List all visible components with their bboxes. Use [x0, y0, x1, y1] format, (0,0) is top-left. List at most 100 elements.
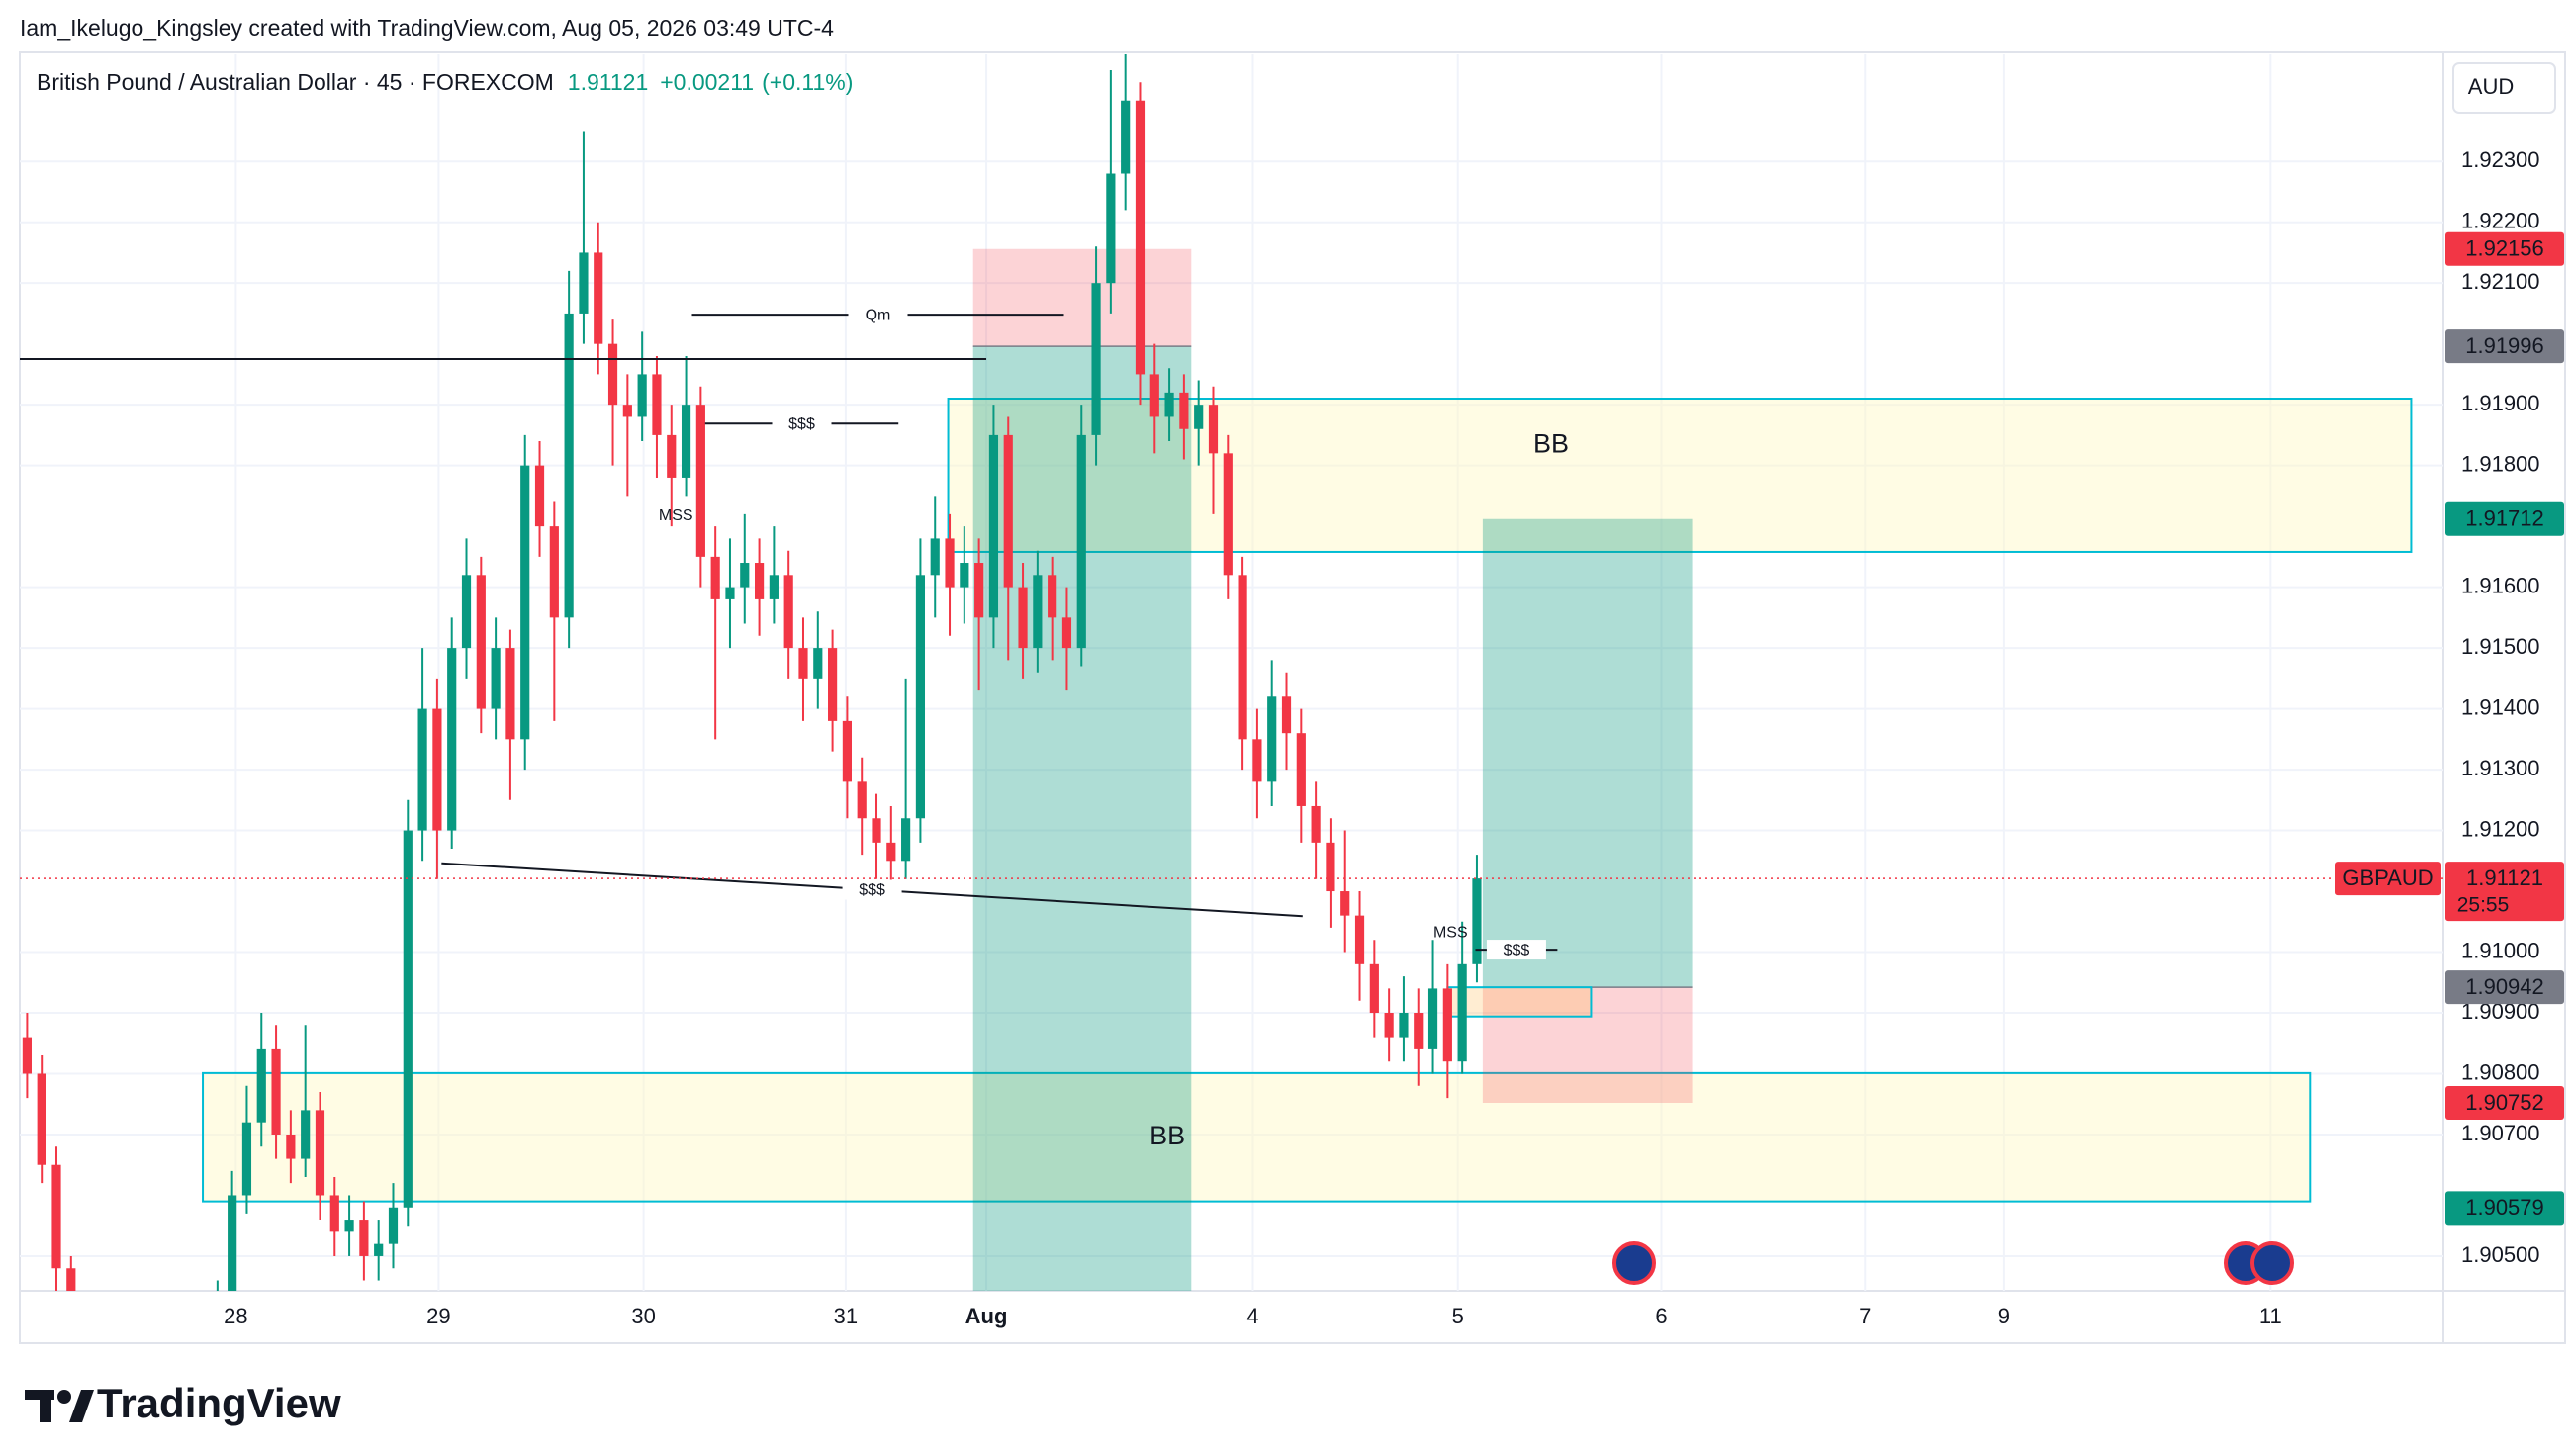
candle-body — [1048, 575, 1057, 618]
candle-body — [754, 563, 765, 599]
currency-button[interactable] — [2452, 62, 2556, 114]
candle-body — [1340, 891, 1350, 916]
candle-body — [622, 405, 632, 417]
candle-body — [1427, 988, 1438, 1049]
candle-body — [1179, 392, 1189, 429]
x-tick-label: 28 — [224, 1304, 247, 1328]
logo: TradingView — [25, 1380, 341, 1426]
y-tick-label: 1.90800 — [2461, 1059, 2540, 1084]
price-label: 1.91996 — [2465, 333, 2544, 358]
candle-body — [1354, 915, 1365, 964]
candle-body — [1003, 434, 1013, 588]
candle-body — [813, 648, 823, 679]
logo-shape — [69, 1390, 94, 1422]
candle-body — [256, 1048, 266, 1123]
price-label: 1.90579 — [2465, 1195, 2544, 1220]
candle-body — [1076, 434, 1086, 649]
candle-body — [740, 563, 750, 588]
label-gap — [772, 413, 832, 434]
candle-body — [872, 818, 881, 843]
y-tick-label: 1.91600 — [2461, 573, 2540, 597]
candle-body — [1369, 963, 1379, 1014]
price-label-box — [2445, 970, 2564, 1005]
candle-body — [695, 405, 705, 557]
candle-body — [842, 720, 852, 782]
price-label: 1.92156 — [2465, 236, 2544, 261]
candle-body — [1326, 842, 1335, 892]
candle-body — [1267, 696, 1277, 782]
price-label-box — [2445, 231, 2564, 266]
y-tick-label: 1.91300 — [2461, 756, 2540, 780]
candle-body — [1296, 733, 1306, 806]
legend-change-percent: (+0.11%) — [762, 69, 853, 95]
candle-body — [960, 563, 969, 588]
box — [1446, 986, 1593, 1018]
candle-body — [1106, 173, 1116, 284]
candle-body — [1223, 453, 1233, 576]
zone — [202, 1071, 2312, 1203]
flag-icon[interactable] — [2250, 1241, 2294, 1285]
price-label-box — [2445, 501, 2564, 536]
candle-body — [681, 405, 691, 478]
candle-body — [403, 830, 413, 1208]
position-stop — [1482, 987, 1693, 1104]
price-label: 1.91712 — [2465, 506, 2544, 531]
event-flag[interactable] — [1612, 1241, 2294, 1285]
candle-body — [783, 575, 793, 649]
candle-body — [1384, 1013, 1394, 1038]
candle-body — [1399, 1013, 1409, 1038]
logo-shape — [57, 1390, 71, 1404]
candle-body — [769, 575, 779, 599]
drawing-label: BB — [1149, 1121, 1185, 1150]
candle-body — [1194, 405, 1204, 429]
price-label: 1.90752 — [2465, 1090, 2544, 1115]
legend-close: 1.91121 — [568, 69, 648, 95]
currency-label[interactable]: AUD — [2468, 74, 2514, 99]
candle-body — [1149, 374, 1159, 417]
candle-body — [1238, 575, 1247, 740]
candle-body — [476, 575, 486, 709]
candle-body — [579, 252, 589, 314]
symbol-tag: GBPAUD — [2342, 865, 2433, 890]
y-tick-label: 1.92200 — [2461, 209, 2540, 233]
candle-body — [432, 708, 442, 831]
candle-body — [930, 538, 940, 576]
price-label-box — [2445, 1191, 2564, 1226]
drawing-label: MSS — [659, 507, 693, 524]
logo-shape — [40, 1390, 51, 1422]
candle-body — [1135, 100, 1146, 375]
candle-body — [241, 1122, 252, 1196]
candle-body — [1281, 696, 1292, 734]
candle-body — [1208, 405, 1219, 454]
drawing-label: $$$ — [788, 415, 815, 432]
candle-body — [286, 1134, 296, 1159]
candle-body — [228, 1195, 237, 1291]
x-tick-label: 9 — [1998, 1304, 2010, 1328]
candle-body — [301, 1110, 311, 1159]
legend-title: British Pound / Australian Dollar · 45 ·… — [37, 69, 554, 95]
chart-frame — [19, 51, 2566, 1344]
y-tick-label: 1.91000 — [2461, 938, 2540, 962]
candle-body — [271, 1048, 281, 1135]
candle-body — [1311, 805, 1321, 843]
candle-body — [520, 465, 530, 740]
drawings-front: BB BB Qm $$$ $$$ $$$ MSS MSS — [20, 305, 2443, 1150]
drawing-label: $$$ — [1504, 942, 1530, 958]
candle-body — [461, 575, 472, 649]
x-tick-label: 29 — [426, 1304, 450, 1328]
candle-body — [534, 465, 545, 527]
candle-body — [1018, 587, 1028, 649]
drawing-label: MSS — [1433, 925, 1468, 942]
y-tick-label: 1.91800 — [2461, 451, 2540, 476]
flag-icon[interactable] — [1612, 1241, 1656, 1285]
y-tick-label: 1.91500 — [2461, 634, 2540, 659]
candle-body — [798, 648, 808, 679]
countdown-label: 25:55 — [2457, 894, 2510, 917]
candle-body — [66, 1268, 76, 1291]
candle-body — [447, 648, 457, 831]
y-tick-label: 1.92100 — [2461, 269, 2540, 294]
candle-body — [1252, 739, 1262, 782]
candle-body — [344, 1220, 354, 1232]
